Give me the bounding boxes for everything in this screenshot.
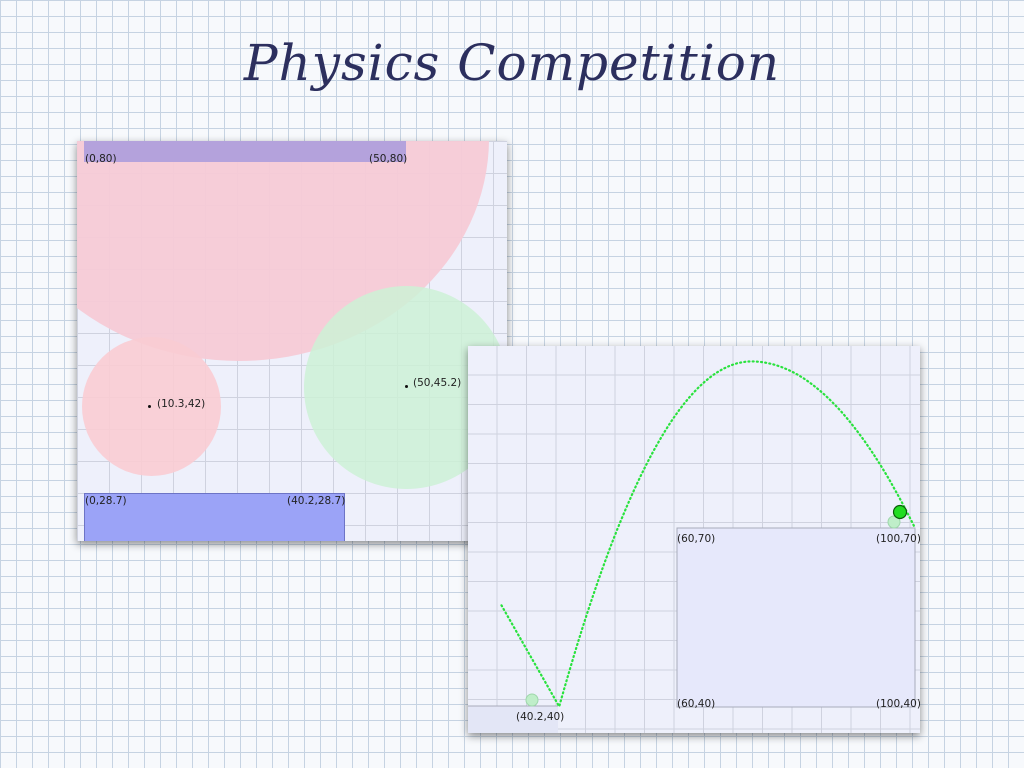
small-red-ball-center bbox=[148, 405, 151, 408]
box-top-left-label: (60,70) bbox=[677, 533, 715, 545]
small-red-ball-label: (10.3,42) bbox=[157, 398, 206, 410]
box-top-right-label: (100,70) bbox=[876, 533, 920, 545]
trajectory-plot: (40.2,40) (60,70) (100,70) (60,40) (100,… bbox=[468, 360, 920, 733]
blue-bottom-block bbox=[84, 493, 345, 541]
box-bottom-left-label: (60,40) bbox=[677, 698, 715, 710]
top-bar-left-label: (0,80) bbox=[85, 153, 117, 165]
ball-icon bbox=[892, 504, 908, 520]
top-bar-right-label: (50,80) bbox=[369, 153, 408, 165]
green-ball-label: (50,45.2) bbox=[413, 377, 462, 389]
end-ghost-ball bbox=[887, 515, 901, 529]
bottom-block-right-label: (40.2,28.7) bbox=[287, 495, 346, 507]
purple-top-bar bbox=[84, 141, 406, 162]
green-ball-center bbox=[405, 385, 408, 388]
left-panel: (0,80) (50,80) (10.3,42) (50,45.2) (0,28… bbox=[77, 141, 507, 541]
bottom-block-left-label: (0,28.7) bbox=[85, 495, 127, 507]
small-red-ball bbox=[82, 337, 221, 476]
landing-ghost-ball bbox=[525, 693, 539, 707]
landing-point-label: (40.2,40) bbox=[516, 711, 564, 723]
right-panel: (40.2,40) (60,70) (100,70) (60,40) (100,… bbox=[468, 346, 920, 733]
target-box bbox=[676, 527, 916, 708]
page-title: Physics Competition bbox=[243, 34, 781, 92]
box-bottom-right-label: (100,40) bbox=[876, 698, 920, 710]
trajectory-path bbox=[500, 360, 917, 710]
landing-ledge bbox=[468, 706, 558, 733]
